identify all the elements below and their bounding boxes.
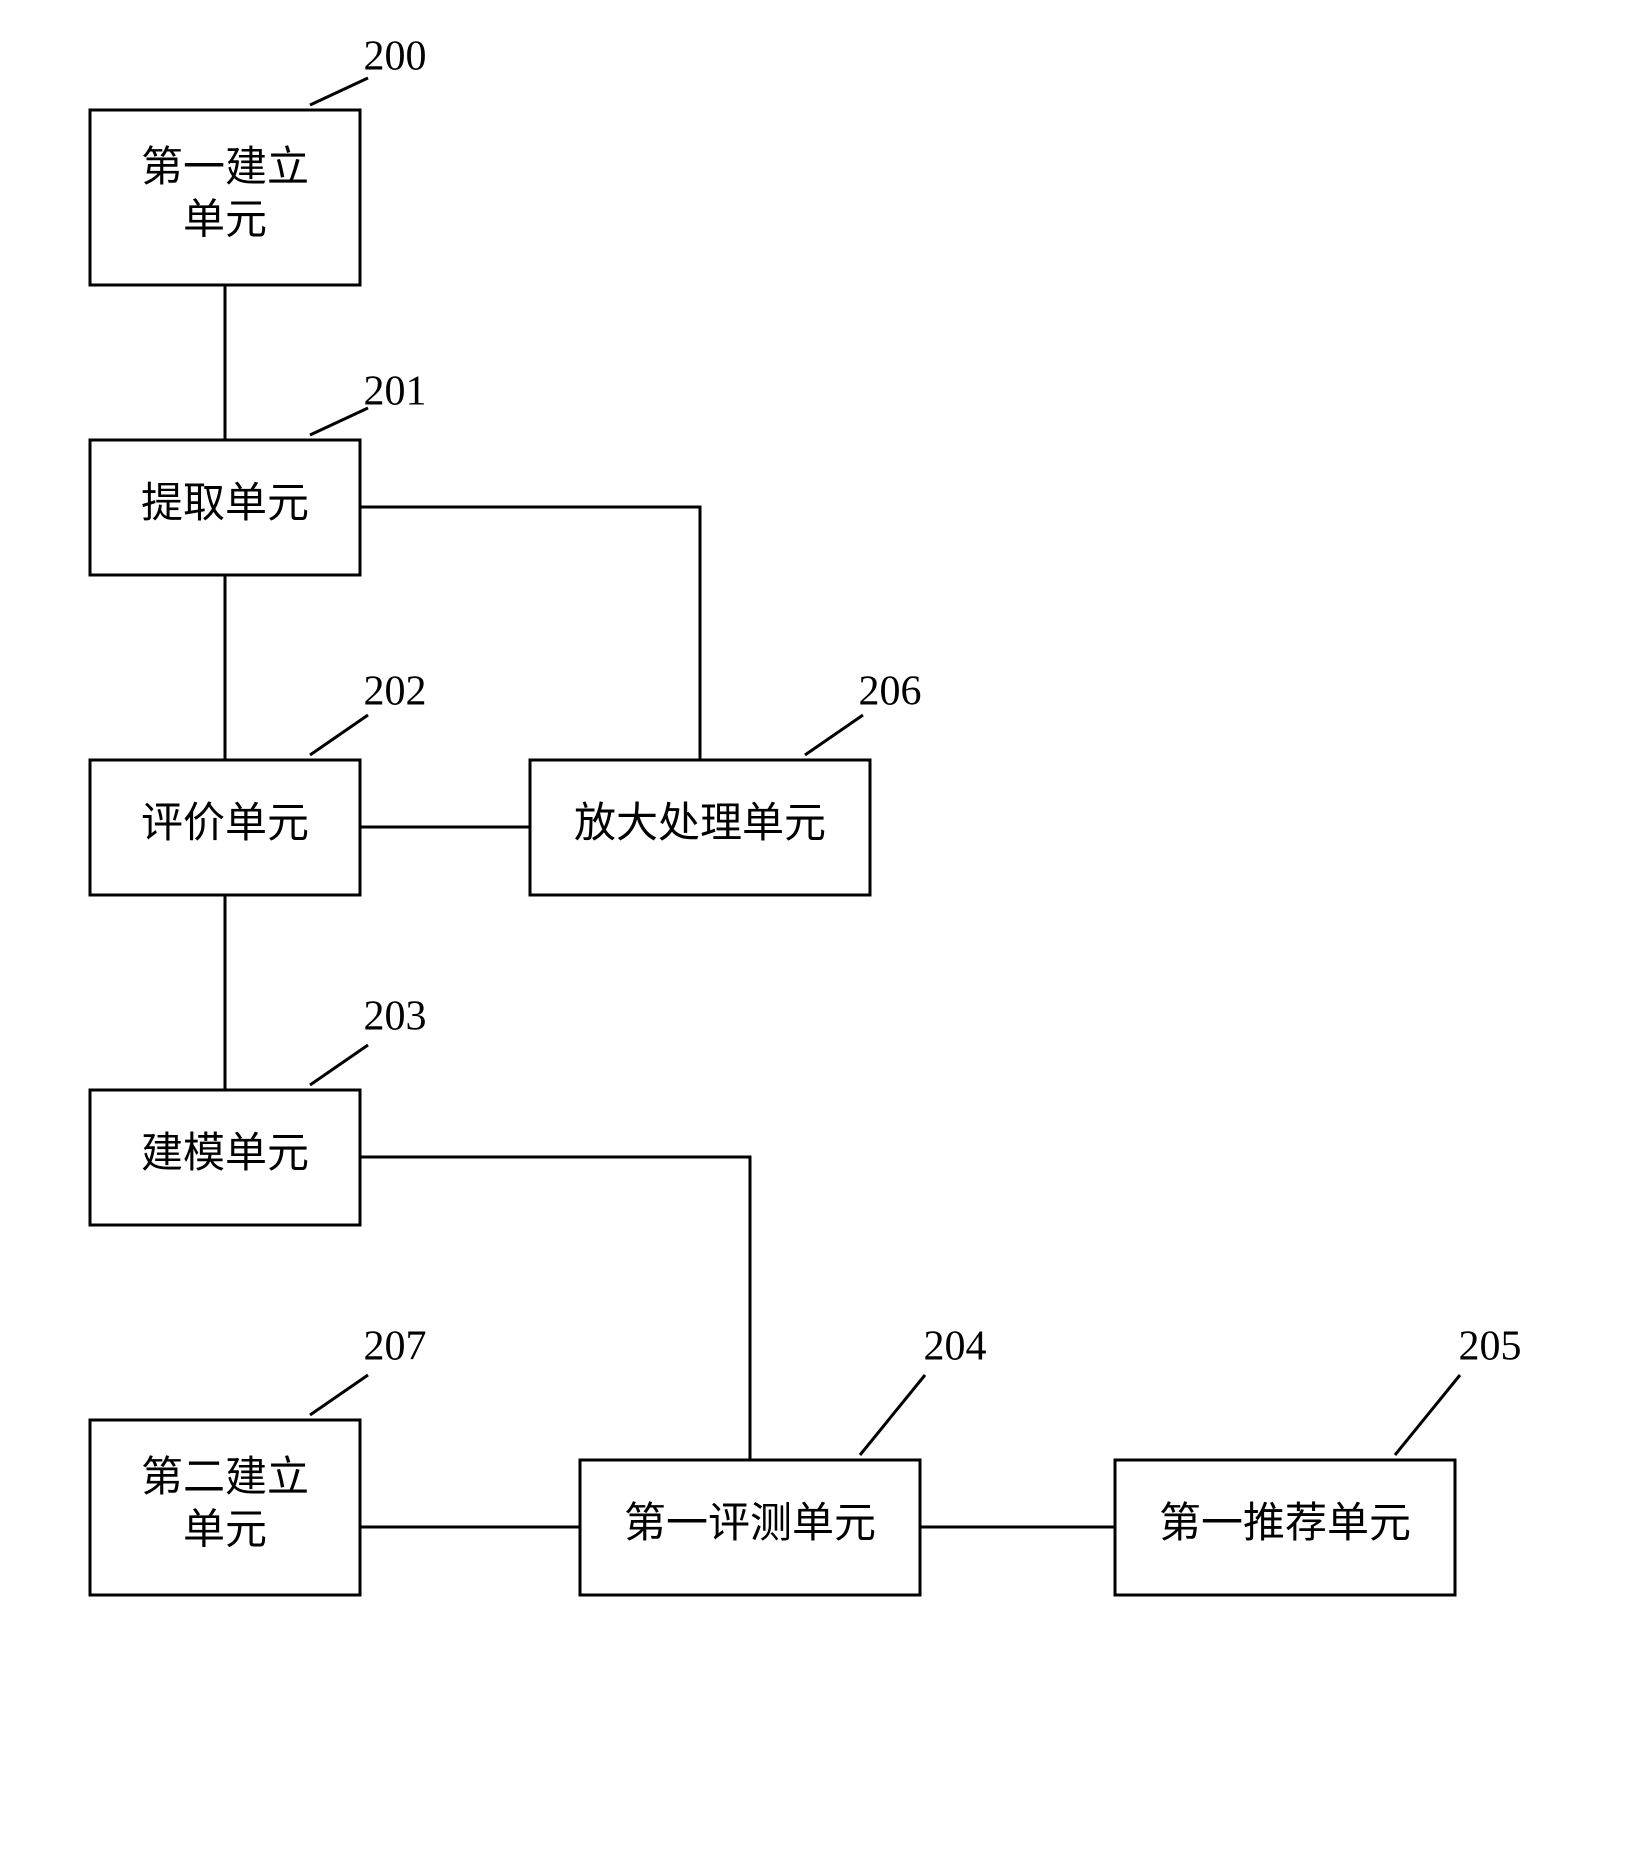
node-number: 207 [364, 1324, 427, 1370]
node-number: 200 [364, 34, 427, 80]
node-number: 202 [364, 669, 427, 715]
node-n202: 评价单元 202 [90, 669, 427, 895]
node-n205: 第一推荐单元 205 [1115, 1324, 1522, 1595]
leader-line [860, 1375, 925, 1455]
leader-line [805, 715, 863, 755]
node-n207: 第二建立单元 207 [90, 1324, 427, 1595]
node-label: 放大处理单元 [574, 801, 826, 847]
node-label: 建模单元 [141, 1131, 309, 1177]
node-n204: 第一评测单元 204 [580, 1324, 987, 1595]
leader-line [310, 715, 368, 755]
node-number: 201 [364, 369, 427, 415]
edge-n203-n204 [360, 1157, 750, 1460]
node-label: 第一推荐单元 [1159, 1501, 1411, 1547]
node-number: 204 [924, 1324, 987, 1370]
leader-line [310, 408, 368, 435]
node-label: 第二建立 [141, 1454, 309, 1501]
diagram-canvas: 第一建立单元 200 提取单元 201 评价单元 202 放大处理单元 206 建模单元 203 第… [0, 0, 1649, 1874]
leader-line [310, 78, 368, 105]
node-number: 205 [1459, 1324, 1522, 1370]
node-n203: 建模单元 203 [90, 994, 427, 1225]
node-n200: 第一建立单元 200 [90, 34, 427, 285]
node-n201: 提取单元 201 [90, 369, 427, 575]
node-label: 单元 [183, 197, 267, 243]
leader-line [310, 1375, 368, 1415]
node-label: 评价单元 [141, 801, 309, 847]
node-n206: 放大处理单元 206 [530, 669, 922, 895]
leader-line [1395, 1375, 1460, 1455]
node-label: 提取单元 [141, 481, 309, 527]
node-label: 单元 [183, 1507, 267, 1553]
node-label: 第一建立 [141, 144, 309, 191]
edge-n201-n206 [360, 507, 700, 760]
leader-line [310, 1045, 368, 1085]
node-number: 206 [859, 669, 922, 715]
node-number: 203 [364, 994, 427, 1040]
node-label: 第一评测单元 [624, 1501, 876, 1547]
